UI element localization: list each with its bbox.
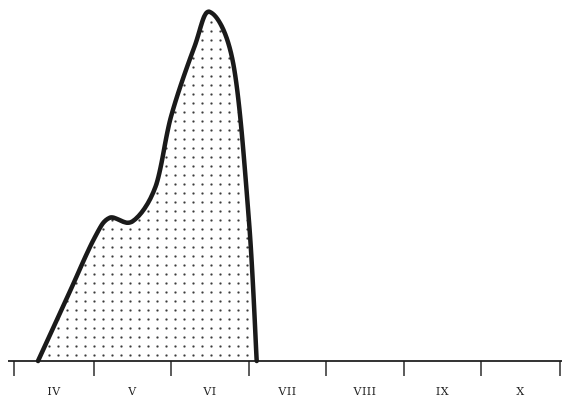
x-tick-label-viii: VIII xyxy=(353,385,377,398)
x-tick-label-vi: VI xyxy=(202,385,216,398)
x-axis xyxy=(8,360,562,376)
x-tick-labels: IV V VI VII VIII IX X xyxy=(47,385,524,398)
x-tick-label-x: X xyxy=(516,385,524,398)
x-tick-label-ix: IX xyxy=(436,385,449,398)
x-tick-label-v: V xyxy=(127,385,137,398)
distribution-outline xyxy=(35,9,259,364)
area-layer xyxy=(35,9,259,364)
area-fill xyxy=(38,11,257,361)
x-tick-label-vii: VII xyxy=(277,385,296,398)
x-tick-label-iv: IV xyxy=(47,385,61,398)
